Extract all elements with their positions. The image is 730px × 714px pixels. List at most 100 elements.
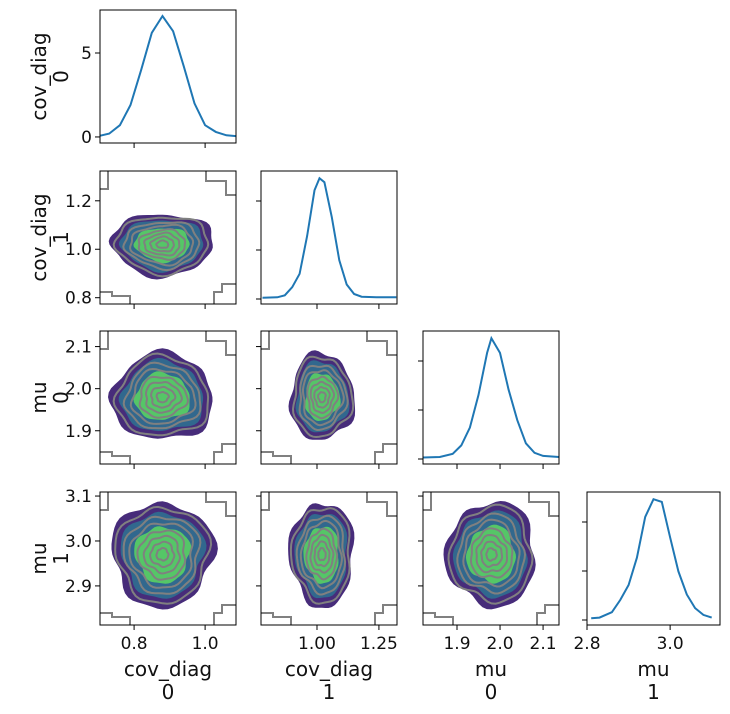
y-tick-label: 0 — [81, 128, 92, 148]
x-tick-label: 2.8 — [573, 634, 600, 654]
kde-contour — [317, 547, 327, 562]
kde-contour-outer — [100, 171, 236, 304]
plot-area — [100, 14, 236, 138]
axes-frame — [99, 170, 237, 305]
kde-contour — [143, 231, 181, 257]
kde-contour — [149, 235, 175, 253]
kde2d-panel-3-1 — [256, 491, 398, 630]
kde-contour — [480, 540, 504, 568]
y-axis-label-3: mu1 — [27, 542, 73, 574]
x-axis-label: mu — [475, 657, 507, 681]
kde-contour — [112, 352, 210, 437]
kde-contour — [313, 540, 331, 568]
kde-line — [262, 176, 397, 299]
kde-contour — [114, 505, 213, 605]
kde-contour — [136, 529, 187, 581]
plot-area — [100, 331, 236, 464]
kde-contour — [485, 547, 498, 562]
plot-area — [423, 492, 559, 625]
diagonal-kde-panel-0 — [95, 9, 237, 148]
x-axis-label: cov_diag — [285, 657, 373, 681]
plot-area — [261, 492, 397, 625]
plot-area — [423, 335, 559, 459]
kde-contour — [447, 503, 534, 605]
x-tick-label: 1.00 — [298, 634, 336, 654]
kde-contour — [317, 391, 327, 404]
kde-contour — [155, 239, 170, 249]
kde-contour — [456, 512, 527, 595]
kde2d-panel-3-0 — [95, 491, 237, 630]
kde-contour — [137, 228, 187, 261]
y-tick-label: 1.9 — [65, 422, 92, 442]
y-axis-label-index: 0 — [49, 391, 73, 404]
kde-contour — [291, 355, 355, 439]
x-axis-label-index: 1 — [647, 680, 660, 704]
kde-line — [591, 497, 713, 620]
kde-contour-outer — [261, 492, 397, 625]
x-axis-label-index: 1 — [323, 680, 336, 704]
x-tick-label: 0.8 — [121, 634, 148, 654]
y-tick-label: 1.2 — [65, 192, 92, 212]
x-axis-label-index: 0 — [162, 680, 175, 704]
kde-contour — [128, 522, 194, 589]
axes-frame — [99, 9, 237, 144]
kde-contour — [155, 547, 170, 562]
plot-area — [100, 492, 236, 625]
y-axis-label: cov_diag — [27, 32, 51, 120]
plot-area — [261, 331, 397, 464]
axes-frame — [422, 330, 560, 465]
x-tick-label: 2.1 — [530, 634, 557, 654]
x-axis-label: mu — [637, 657, 669, 681]
kde-contour — [112, 216, 210, 278]
diagonal-kde-panel-1 — [256, 170, 398, 309]
kde2d-panel-2-0 — [95, 330, 237, 469]
y-axis-label: mu — [27, 381, 51, 413]
kde-contour — [150, 385, 177, 409]
kde-contour — [462, 518, 521, 588]
kde-contour-outer — [100, 331, 236, 464]
kde-contour — [122, 221, 201, 272]
kde-contour — [302, 369, 345, 427]
kde-contour-outer — [423, 492, 559, 625]
kde-line — [423, 335, 559, 459]
y-axis-label: cov_diag — [27, 193, 51, 281]
kde-contour-outer — [423, 492, 559, 625]
kde-contour — [309, 380, 335, 414]
kde-contour — [142, 534, 182, 575]
kde-contour — [475, 534, 509, 574]
axes-frame — [422, 491, 560, 626]
x-tick-label: 1.9 — [443, 634, 470, 654]
plot-area — [262, 176, 397, 299]
kde-contour-outer — [261, 331, 397, 464]
kde-contour — [145, 381, 183, 414]
y-axis-label-index: 1 — [49, 552, 73, 565]
axes-frame — [260, 170, 398, 305]
kde2d-panel-2-1 — [256, 330, 398, 469]
axes-frame — [99, 330, 237, 465]
kde-line — [100, 14, 236, 138]
y-axis-label-2: mu0 — [27, 381, 73, 413]
x-tick-label: 2.0 — [487, 634, 514, 654]
kde-contour — [149, 540, 176, 568]
y-tick-label: 5 — [81, 44, 92, 64]
y-tick-label: 2.9 — [65, 577, 92, 597]
kde2d-panel-1-0 — [95, 170, 237, 309]
x-axis-label: cov_diag — [124, 657, 212, 681]
y-axis-label: mu — [27, 542, 51, 574]
kde2d-panel-3-2 — [418, 491, 560, 630]
x-axis-label-index: 0 — [485, 680, 498, 704]
x-tick-label: 1.25 — [360, 634, 398, 654]
axes-frame — [586, 491, 721, 626]
diagonal-kde-panel-3 — [582, 491, 721, 630]
y-tick-label: 2.1 — [65, 338, 92, 358]
kde-contour — [295, 514, 347, 596]
kde-contour — [122, 361, 202, 430]
kde-contour-outer — [100, 171, 236, 304]
kde-contour-outer — [261, 331, 397, 464]
kde-contour — [305, 527, 339, 581]
y-tick-label: 0.8 — [65, 289, 92, 309]
axes-frame — [99, 491, 237, 626]
